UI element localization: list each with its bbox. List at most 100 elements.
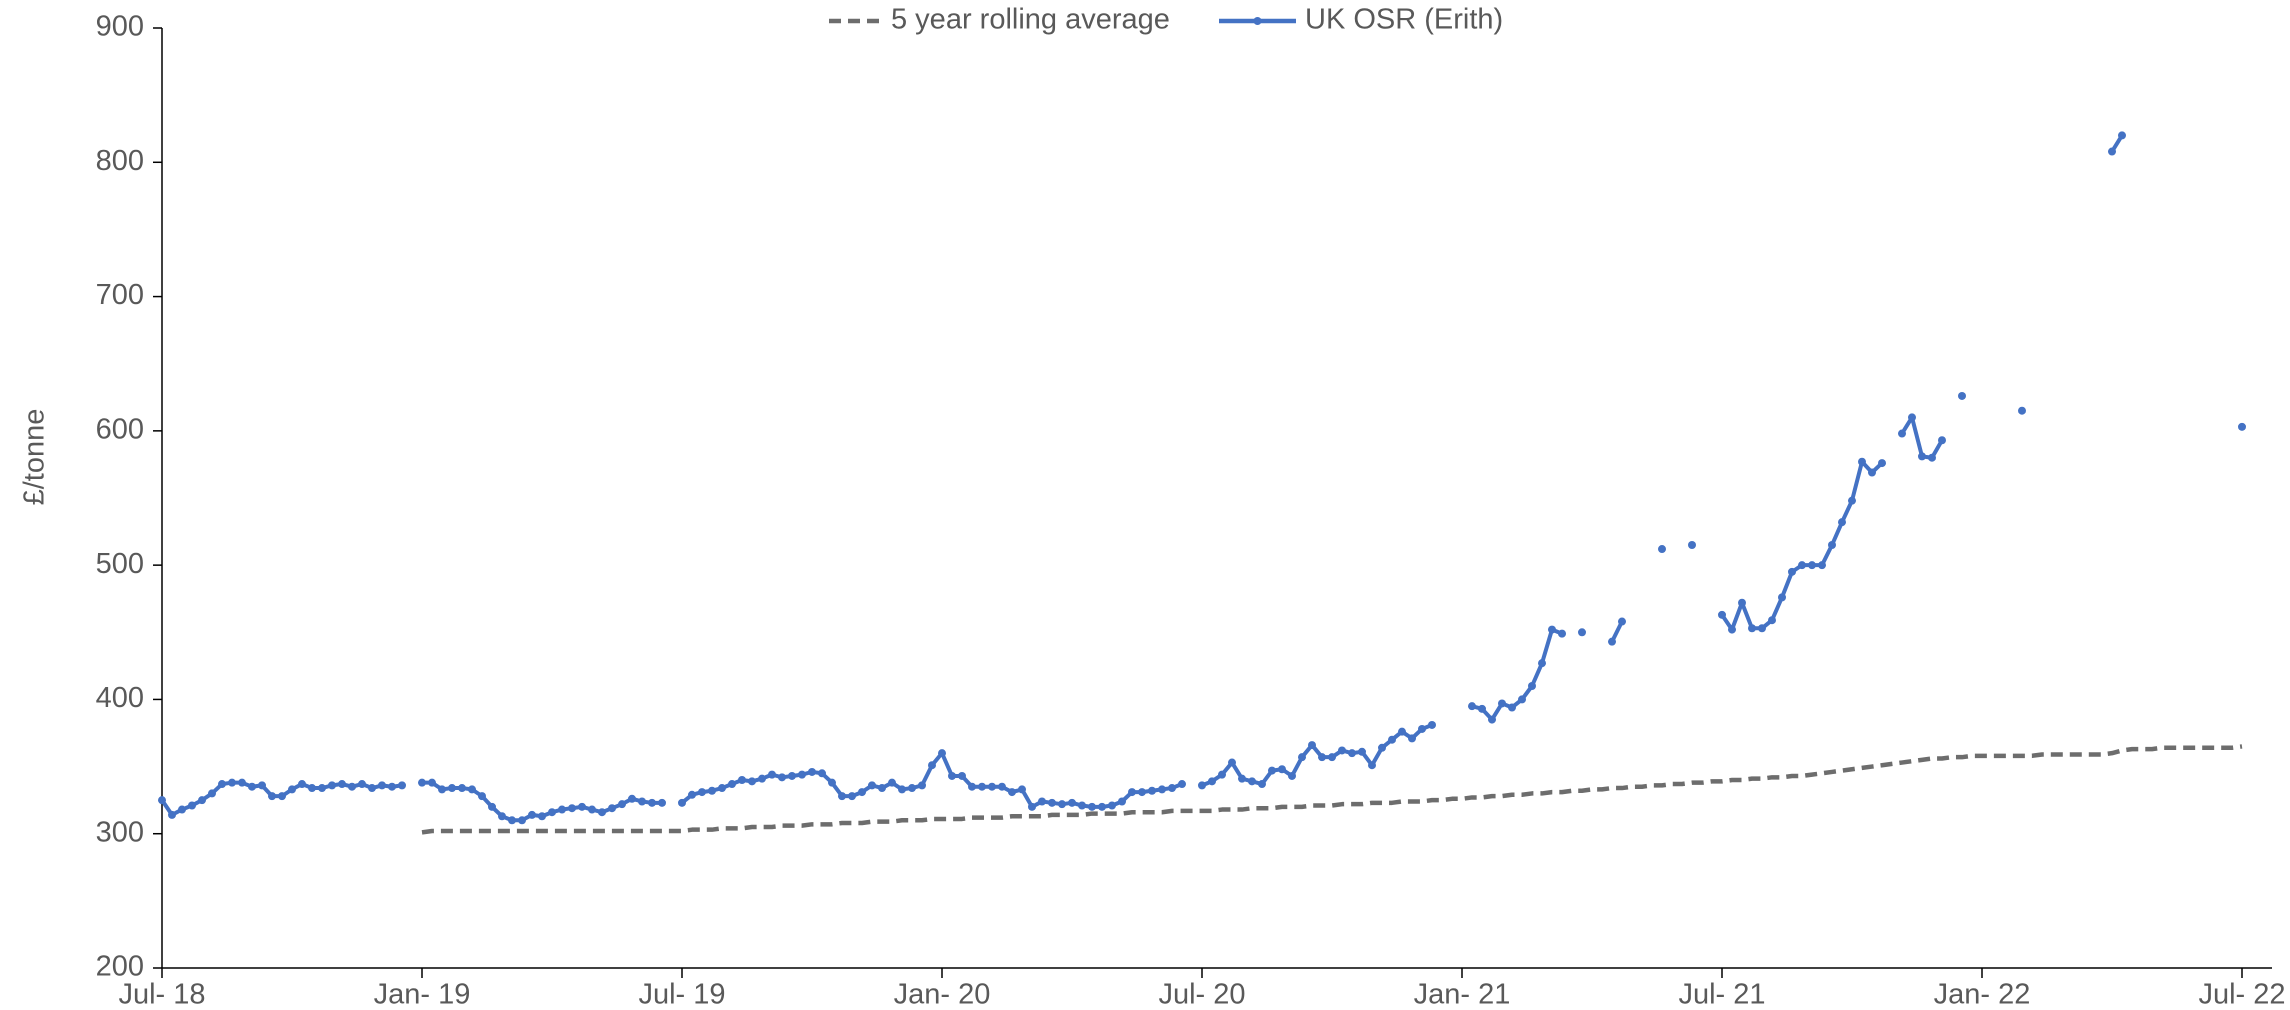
data-point: [308, 784, 316, 793]
x-tick-label: Jul- 21: [1678, 979, 1765, 1010]
data-point: [288, 785, 296, 794]
data-point: [538, 812, 546, 821]
data-point: [738, 776, 746, 784]
data-point: [1108, 801, 1116, 810]
data-point: [428, 778, 436, 787]
data-point: [268, 792, 276, 801]
data-point: [1848, 496, 1856, 505]
data-point: [358, 780, 366, 789]
data-point: [578, 802, 586, 811]
data-point: [1148, 786, 1156, 795]
data-point: [1278, 765, 1286, 774]
data-point: [1828, 541, 1836, 549]
data-point: [1518, 695, 1526, 704]
data-point: [228, 778, 236, 787]
data-point: [1728, 625, 1736, 634]
legend-label: UK OSR (Erith): [1305, 4, 1503, 36]
y-tick-label: 600: [96, 414, 144, 446]
data-point: [1658, 545, 1666, 554]
data-point: [678, 798, 686, 807]
data-point: [958, 771, 966, 780]
data-point: [208, 789, 216, 798]
data-point: [188, 801, 196, 810]
y-axis-label: £/tonne: [19, 409, 51, 506]
data-point: [1488, 715, 1496, 724]
data-point: [218, 780, 226, 789]
data-point: [1038, 797, 1046, 806]
data-point: [908, 784, 916, 793]
data-point: [768, 770, 776, 779]
data-point: [2118, 131, 2126, 140]
data-point: [508, 816, 516, 825]
data-point: [1718, 610, 1726, 619]
data-point: [1758, 624, 1766, 633]
data-point: [708, 786, 716, 795]
data-point: [258, 781, 266, 790]
data-point: [1248, 777, 1256, 786]
data-point: [928, 761, 936, 770]
data-point: [2018, 406, 2026, 415]
data-point: [398, 781, 406, 790]
data-point: [1868, 468, 1876, 477]
data-point: [1938, 436, 1946, 445]
data-point: [778, 773, 786, 782]
data-point: [658, 798, 666, 807]
data-point: [278, 792, 286, 801]
data-point: [1408, 734, 1416, 743]
data-point: [828, 778, 836, 787]
data-point: [1158, 785, 1166, 794]
data-point: [858, 788, 866, 797]
data-point: [1398, 727, 1406, 736]
data-point: [478, 792, 486, 801]
data-point: [1798, 561, 1806, 570]
x-tick-label: Jan- 21: [1414, 979, 1511, 1010]
data-point: [1608, 637, 1616, 646]
data-point: [1538, 659, 1546, 668]
data-point: [798, 770, 806, 779]
data-point: [1208, 777, 1216, 786]
data-point: [718, 784, 726, 793]
data-point: [618, 800, 626, 809]
data-point: [1878, 459, 1886, 468]
data-point: [468, 785, 476, 794]
data-point: [1288, 771, 1296, 780]
y-tick-label: 700: [96, 279, 144, 311]
data-point: [518, 816, 526, 825]
data-point: [568, 804, 576, 813]
y-tick-label: 200: [96, 951, 144, 983]
data-point: [328, 781, 336, 790]
data-point: [838, 792, 846, 801]
data-point: [1368, 761, 1376, 770]
data-point: [638, 797, 646, 806]
y-tick-label: 400: [96, 682, 144, 714]
data-point: [528, 810, 536, 819]
data-point: [1358, 747, 1366, 756]
y-tick-label: 300: [96, 816, 144, 848]
data-point: [1258, 780, 1266, 789]
data-point: [758, 774, 766, 783]
data-point: [1218, 770, 1226, 779]
data-point: [918, 781, 926, 790]
data-point: [1498, 699, 1506, 708]
data-point: [1348, 749, 1356, 758]
data-point: [1338, 746, 1346, 755]
data-point: [878, 784, 886, 793]
data-point: [488, 802, 496, 811]
data-point: [298, 780, 306, 789]
data-point: [238, 778, 246, 787]
data-point: [168, 810, 176, 819]
data-point: [1308, 741, 1316, 750]
x-tick-label: Jan- 20: [894, 979, 991, 1010]
data-point: [688, 790, 696, 799]
data-point: [608, 804, 616, 813]
data-point: [948, 771, 956, 780]
data-point: [1128, 788, 1136, 797]
data-point: [2238, 422, 2246, 431]
data-point: [978, 782, 986, 791]
data-point: [1138, 788, 1146, 797]
data-point: [438, 785, 446, 794]
data-point: [1098, 802, 1106, 811]
data-point: [248, 782, 256, 791]
data-point: [1268, 766, 1276, 775]
